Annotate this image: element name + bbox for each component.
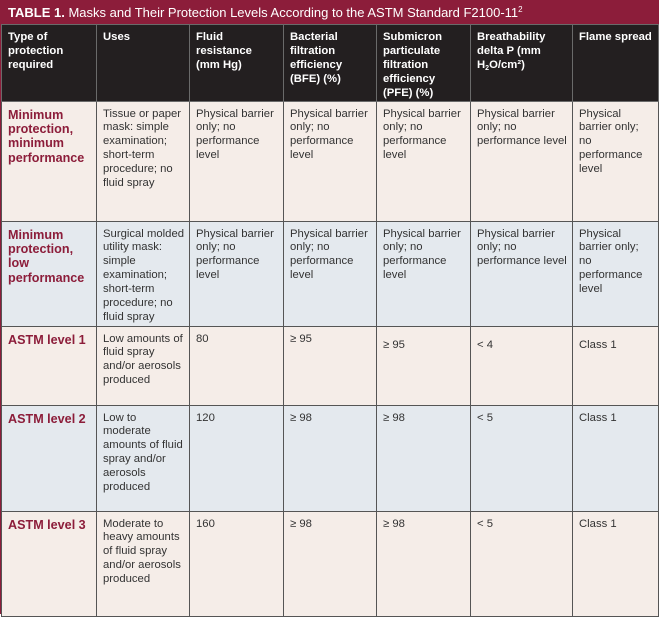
table-row: Minimum protection, low performance Surg… bbox=[1, 220, 659, 327]
cell-bfe: ≥ 95 bbox=[283, 325, 377, 406]
cell-fluid: 80 bbox=[189, 325, 284, 406]
cell-flame: Class 1 bbox=[572, 325, 659, 406]
col-header-flame: Flame spread bbox=[572, 24, 659, 102]
cell-flame: Physical barrier only; no performance le… bbox=[572, 100, 659, 222]
cell-uses: Tissue or paper mask: simple examination… bbox=[96, 100, 190, 222]
cell-fluid: 120 bbox=[189, 404, 284, 512]
table-title-text: Masks and Their Protection Levels Accord… bbox=[68, 5, 519, 20]
table-row: Minimum protection, minimum performance … bbox=[1, 100, 659, 222]
cell-bfe: Physical barrier only; no performance le… bbox=[283, 100, 377, 222]
cell-pfe: ≥ 98 bbox=[376, 404, 471, 512]
breath-suffix: O/cm²) bbox=[489, 58, 525, 71]
mask-protection-table: Type of protection required Uses Fluid r… bbox=[1, 24, 659, 617]
col-header-type: Type of protection required bbox=[1, 24, 97, 102]
row-type: ASTM level 2 bbox=[1, 404, 97, 512]
table-row: ASTM level 1 Low amounts of fluid spray … bbox=[1, 325, 659, 406]
cell-fluid: Physical barrier only; no performance le… bbox=[189, 100, 284, 222]
col-header-bfe: Bacterial filtration efficiency (BFE) (%… bbox=[283, 24, 377, 102]
title-footnote: 2 bbox=[518, 5, 523, 14]
cell-breathability: < 5 bbox=[470, 404, 573, 512]
cell-bfe: Physical barrier only; no performance le… bbox=[283, 220, 377, 327]
cell-uses: Surgical molded utility mask: simple exa… bbox=[96, 220, 190, 327]
table-title: TABLE 1. Masks and Their Protection Leve… bbox=[1, 1, 658, 24]
cell-flame: Class 1 bbox=[572, 404, 659, 512]
col-header-fluid: Fluid resistance (mm Hg) bbox=[189, 24, 284, 102]
table-row: ASTM level 2 Low to moderate amounts of … bbox=[1, 404, 659, 512]
cell-pfe: ≥ 98 bbox=[376, 510, 471, 617]
cell-fluid: Physical barrier only; no performance le… bbox=[189, 220, 284, 327]
cell-breathability: Physical barrier only; no performance le… bbox=[470, 220, 573, 327]
col-header-uses: Uses bbox=[96, 24, 190, 102]
cell-flame: Physical barrier only; no performance le… bbox=[572, 220, 659, 327]
cell-breathability: < 5 bbox=[470, 510, 573, 617]
table-row: ASTM level 3 Moderate to heavy amounts o… bbox=[1, 510, 659, 617]
cell-breathability: < 4 bbox=[470, 325, 573, 406]
cell-bfe: ≥ 98 bbox=[283, 510, 377, 617]
breath-sub: 2 bbox=[485, 64, 490, 72]
row-type: ASTM level 1 bbox=[1, 325, 97, 406]
breath-prefix: Breathability delta P (mm H bbox=[477, 31, 546, 71]
cell-pfe: ≥ 95 bbox=[376, 325, 471, 406]
cell-fluid: 160 bbox=[189, 510, 284, 617]
col-header-pfe: Submicron particulate filtration efficie… bbox=[376, 24, 471, 102]
row-type: ASTM level 3 bbox=[1, 510, 97, 617]
cell-pfe: Physical barrier only; no performance le… bbox=[376, 100, 471, 222]
cell-bfe: ≥ 98 bbox=[283, 404, 377, 512]
cell-uses: Low to moderate amounts of fluid spray a… bbox=[96, 404, 190, 512]
cell-flame: Class 1 bbox=[572, 510, 659, 617]
cell-uses: Moderate to heavy amounts of fluid spray… bbox=[96, 510, 190, 617]
col-header-breathability: Breathability delta P (mm H2O/cm²) bbox=[470, 24, 573, 102]
header-row: Type of protection required Uses Fluid r… bbox=[1, 24, 659, 102]
row-type: Minimum protection, minimum performance bbox=[1, 100, 97, 222]
cell-pfe: Physical barrier only; no performance le… bbox=[376, 220, 471, 327]
table-title-label: TABLE 1. bbox=[8, 5, 65, 20]
row-type: Minimum protection, low performance bbox=[1, 220, 97, 327]
cell-uses: Low amounts of fluid spray and/or aeroso… bbox=[96, 325, 190, 406]
cell-breathability: Physical barrier only; no performance le… bbox=[470, 100, 573, 222]
